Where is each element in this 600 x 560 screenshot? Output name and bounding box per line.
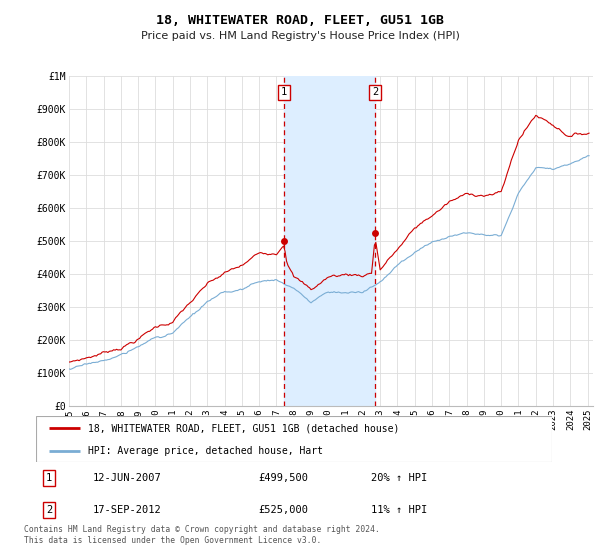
Text: 20% ↑ HPI: 20% ↑ HPI xyxy=(371,473,428,483)
Bar xyxy=(284,76,375,406)
Text: Contains HM Land Registry data © Crown copyright and database right 2024.
This d: Contains HM Land Registry data © Crown c… xyxy=(24,525,380,545)
Text: 18, WHITEWATER ROAD, FLEET, GU51 1GB (detached house): 18, WHITEWATER ROAD, FLEET, GU51 1GB (de… xyxy=(88,423,399,433)
Text: 12-JUN-2007: 12-JUN-2007 xyxy=(93,473,161,483)
Text: Price paid vs. HM Land Registry's House Price Index (HPI): Price paid vs. HM Land Registry's House … xyxy=(140,31,460,41)
Text: 11% ↑ HPI: 11% ↑ HPI xyxy=(371,505,428,515)
Text: £499,500: £499,500 xyxy=(258,473,308,483)
Text: 18, WHITEWATER ROAD, FLEET, GU51 1GB: 18, WHITEWATER ROAD, FLEET, GU51 1GB xyxy=(156,14,444,27)
Text: 17-SEP-2012: 17-SEP-2012 xyxy=(93,505,161,515)
Text: 1: 1 xyxy=(46,473,52,483)
Text: £525,000: £525,000 xyxy=(258,505,308,515)
Text: 1: 1 xyxy=(281,87,287,97)
FancyBboxPatch shape xyxy=(36,416,552,462)
Text: HPI: Average price, detached house, Hart: HPI: Average price, detached house, Hart xyxy=(88,446,323,456)
Text: 2: 2 xyxy=(372,87,378,97)
Text: 2: 2 xyxy=(46,505,52,515)
